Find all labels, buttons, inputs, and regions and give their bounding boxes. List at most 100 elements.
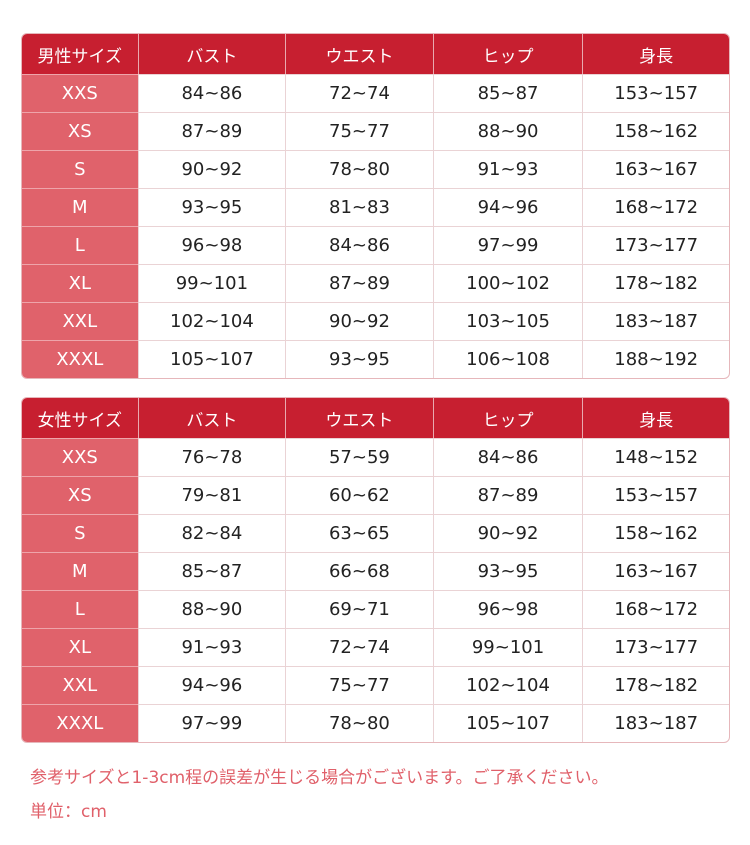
measurement-cell: 178~182 <box>582 666 729 704</box>
table-row: XS 87~89 75~77 88~90 158~162 <box>22 112 729 150</box>
measurement-cell: 103~105 <box>432 302 583 340</box>
measurement-cell: 91~93 <box>137 628 286 666</box>
measurement-cell: 96~98 <box>137 226 286 264</box>
table-row: XXL 102~104 90~92 103~105 183~187 <box>22 302 729 340</box>
table-row: XXS 76~78 57~59 84~86 148~152 <box>22 438 729 476</box>
table-row: XS 79~81 60~62 87~89 153~157 <box>22 476 729 514</box>
header-row: 男性サイズ バスト ウエスト ヒップ 身長 <box>22 34 729 74</box>
table-row: XXXL 105~107 93~95 106~108 188~192 <box>22 340 729 378</box>
size-label: XXXL <box>22 340 138 378</box>
measurement-cell: 102~104 <box>137 302 286 340</box>
measurement-cell: 148~152 <box>582 438 729 476</box>
measurement-cell: 99~101 <box>432 628 583 666</box>
measurement-cell: 93~95 <box>432 552 583 590</box>
measurement-cell: 94~96 <box>137 666 286 704</box>
womens-size-table: 女性サイズ バスト ウエスト ヒップ 身長 XXS 76~78 57~59 84~86 148~… <box>21 397 730 743</box>
column-header: 身長 <box>582 398 729 438</box>
size-label: XXS <box>22 438 138 476</box>
measurement-cell: 158~162 <box>582 514 729 552</box>
measurement-cell: 97~99 <box>432 226 583 264</box>
size-label: XL <box>22 264 138 302</box>
measurement-cell: 90~92 <box>285 302 433 340</box>
size-label: XXS <box>22 74 138 112</box>
measurement-cell: 88~90 <box>432 112 583 150</box>
measurement-cell: 66~68 <box>285 552 433 590</box>
measurement-cell: 153~157 <box>582 74 729 112</box>
size-label: L <box>22 226 138 264</box>
measurement-cell: 84~86 <box>285 226 433 264</box>
table-row: M 85~87 66~68 93~95 163~167 <box>22 552 729 590</box>
measurement-cell: 100~102 <box>432 264 583 302</box>
measurement-cell: 93~95 <box>285 340 433 378</box>
table-row: XXS 84~86 72~74 85~87 153~157 <box>22 74 729 112</box>
size-label: XXL <box>22 302 138 340</box>
measurement-cell: 105~107 <box>432 704 583 742</box>
size-label: S <box>22 514 138 552</box>
measurement-cell: 106~108 <box>432 340 583 378</box>
measurement-cell: 153~157 <box>582 476 729 514</box>
measurement-cell: 72~74 <box>285 628 433 666</box>
table-row: L 88~90 69~71 96~98 168~172 <box>22 590 729 628</box>
measurement-cell: 78~80 <box>285 704 433 742</box>
table-row: XXL 94~96 75~77 102~104 178~182 <box>22 666 729 704</box>
measurement-cell: 90~92 <box>137 150 286 188</box>
table-row: S 90~92 78~80 91~93 163~167 <box>22 150 729 188</box>
measurement-cell: 102~104 <box>432 666 583 704</box>
measurement-cell: 97~99 <box>137 704 286 742</box>
measurement-cell: 75~77 <box>285 666 433 704</box>
mens-size-table: 男性サイズ バスト ウエスト ヒップ 身長 XXS 84~86 72~74 85~87 153~… <box>21 33 730 379</box>
measurement-cell: 163~167 <box>582 150 729 188</box>
table-row: XL 91~93 72~74 99~101 173~177 <box>22 628 729 666</box>
measurement-cell: 69~71 <box>285 590 433 628</box>
measurement-cell: 76~78 <box>137 438 286 476</box>
table-row: L 96~98 84~86 97~99 173~177 <box>22 226 729 264</box>
measurement-cell: 188~192 <box>582 340 729 378</box>
measurement-cell: 99~101 <box>137 264 286 302</box>
measurement-cell: 84~86 <box>432 438 583 476</box>
measurement-cell: 183~187 <box>582 302 729 340</box>
column-header: 男性サイズ <box>22 34 138 74</box>
measurement-cell: 93~95 <box>137 188 286 226</box>
size-label: L <box>22 590 138 628</box>
column-header: 女性サイズ <box>22 398 138 438</box>
measurement-cell: 87~89 <box>432 476 583 514</box>
measurement-cell: 82~84 <box>137 514 286 552</box>
table-row: XXXL 97~99 78~80 105~107 183~187 <box>22 704 729 742</box>
column-header: ヒップ <box>432 398 583 438</box>
unit-note: 単位：cm <box>30 802 107 822</box>
table-row: M 93~95 81~83 94~96 168~172 <box>22 188 729 226</box>
measurement-cell: 96~98 <box>432 590 583 628</box>
measurement-cell: 63~65 <box>285 514 433 552</box>
measurement-cell: 60~62 <box>285 476 433 514</box>
size-label: M <box>22 188 138 226</box>
measurement-cell: 183~187 <box>582 704 729 742</box>
column-header: バスト <box>137 398 286 438</box>
measurement-cell: 72~74 <box>285 74 433 112</box>
measurement-cell: 87~89 <box>285 264 433 302</box>
measurement-cell: 105~107 <box>137 340 286 378</box>
size-label: XXL <box>22 666 138 704</box>
measurement-cell: 87~89 <box>137 112 286 150</box>
measurement-cell: 85~87 <box>137 552 286 590</box>
measurement-cell: 85~87 <box>432 74 583 112</box>
column-header: ウエスト <box>285 34 433 74</box>
column-header: バスト <box>137 34 286 74</box>
column-header: ウエスト <box>285 398 433 438</box>
table-row: S 82~84 63~65 90~92 158~162 <box>22 514 729 552</box>
measurement-cell: 173~177 <box>582 226 729 264</box>
measurement-cell: 91~93 <box>432 150 583 188</box>
measurement-cell: 168~172 <box>582 590 729 628</box>
header-row: 女性サイズ バスト ウエスト ヒップ 身長 <box>22 398 729 438</box>
measurement-cell: 75~77 <box>285 112 433 150</box>
measurement-cell: 163~167 <box>582 552 729 590</box>
size-label: S <box>22 150 138 188</box>
measurement-cell: 79~81 <box>137 476 286 514</box>
measurement-cell: 178~182 <box>582 264 729 302</box>
measurement-cell: 168~172 <box>582 188 729 226</box>
measurement-cell: 158~162 <box>582 112 729 150</box>
size-label: M <box>22 552 138 590</box>
measurement-cell: 88~90 <box>137 590 286 628</box>
table-row: XL 99~101 87~89 100~102 178~182 <box>22 264 729 302</box>
measurement-cell: 173~177 <box>582 628 729 666</box>
measurement-cell: 78~80 <box>285 150 433 188</box>
